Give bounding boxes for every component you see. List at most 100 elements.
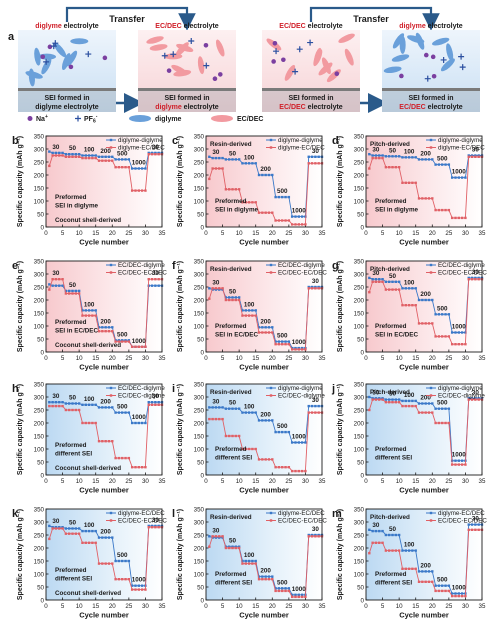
data-point	[394, 166, 398, 169]
data-point	[101, 330, 104, 333]
rate-label: 30	[372, 389, 380, 396]
ecdec-molecule	[313, 49, 323, 67]
data-point	[87, 541, 91, 544]
data-point	[244, 309, 247, 312]
data-point	[104, 440, 107, 443]
data-point	[294, 215, 297, 218]
legend-label: EC/DEC	[237, 116, 263, 123]
y-tick-label: 250	[34, 284, 45, 291]
data-point	[68, 153, 71, 156]
data-point	[454, 331, 457, 334]
data-point	[51, 284, 54, 287]
data-point	[457, 459, 460, 462]
data-point	[111, 562, 114, 565]
annotation: Preformed	[215, 571, 247, 578]
data-point	[64, 289, 68, 293]
data-point	[134, 189, 137, 192]
x-axis-label: Cycle number	[399, 486, 449, 495]
y-tick-label: 350	[194, 381, 205, 388]
data-point	[371, 154, 374, 157]
data-point	[124, 158, 127, 161]
data-point	[97, 536, 101, 539]
na-ion	[40, 54, 46, 60]
data-point	[251, 162, 254, 165]
pf6-ion	[161, 52, 168, 59]
x-tick-label: 30	[302, 478, 309, 485]
data-point	[427, 298, 431, 302]
data-point	[68, 289, 71, 293]
data-point	[441, 335, 444, 338]
data-point	[48, 524, 51, 528]
data-point	[237, 188, 241, 191]
rate-label: 100	[84, 522, 95, 529]
data-point	[154, 524, 157, 528]
data-point	[441, 208, 444, 212]
y-axis-label: Specific capacity (mAh g⁻¹)	[337, 509, 344, 600]
data-point	[374, 156, 378, 160]
plot-frame	[45, 508, 163, 601]
y-tick-label: 0	[201, 472, 205, 479]
data-point	[234, 545, 238, 548]
y-tick-label: 350	[194, 258, 205, 265]
data-point	[87, 156, 91, 160]
data-point	[371, 397, 374, 400]
data-point	[290, 441, 294, 444]
data-point	[154, 526, 157, 529]
data-point	[378, 541, 381, 544]
data-point	[244, 411, 247, 414]
data-point	[64, 292, 68, 295]
data-point	[441, 163, 444, 166]
panel-letter: b	[12, 135, 19, 147]
data-point	[427, 570, 431, 573]
data-point	[211, 535, 214, 538]
data-point	[304, 469, 307, 473]
data-point	[281, 195, 284, 199]
legend-marker	[269, 394, 273, 397]
y-tick-label: 50	[37, 459, 44, 466]
x-tick-label: 35	[159, 355, 166, 362]
na-ion	[212, 76, 218, 82]
data-point	[228, 296, 231, 299]
rate-label: 50	[229, 150, 237, 157]
data-point	[121, 411, 124, 414]
data-point	[71, 527, 74, 530]
data-point	[150, 526, 154, 529]
ecdec-molecule	[338, 33, 355, 43]
data-point	[231, 545, 234, 548]
data-point	[374, 541, 378, 544]
data-point	[251, 562, 254, 565]
y-tick-label: 200	[194, 172, 205, 179]
legend-marker	[109, 519, 113, 522]
rate-label: 50	[229, 538, 237, 545]
data-point	[431, 411, 434, 414]
data-point	[467, 276, 470, 280]
data-point	[281, 466, 284, 469]
data-point	[450, 331, 454, 334]
x-tick-label: 0	[364, 478, 368, 485]
x-tick-label: 5	[221, 603, 225, 610]
data-point	[388, 533, 391, 537]
y-tick-label: 200	[354, 172, 365, 179]
rate-label: 30	[152, 144, 160, 151]
data-point	[237, 434, 241, 438]
electrode	[138, 91, 236, 112]
plot-frame	[205, 383, 323, 476]
ecdec-molecule	[197, 56, 205, 75]
data-point	[121, 166, 124, 169]
legend-marker	[429, 138, 433, 142]
data-point	[68, 408, 71, 412]
data-point	[267, 578, 271, 581]
data-point	[417, 402, 421, 405]
data-point	[77, 532, 81, 535]
data-point	[381, 529, 384, 533]
y-tick-label: 150	[354, 433, 365, 440]
y-tick-label: 350	[354, 506, 365, 513]
data-point	[447, 421, 451, 425]
data-point	[147, 153, 150, 156]
legend-marker	[269, 263, 273, 267]
data-point	[208, 155, 211, 158]
x-tick-label: 20	[269, 603, 276, 610]
x-tick-label: 5	[381, 230, 385, 237]
data-point	[391, 288, 394, 291]
